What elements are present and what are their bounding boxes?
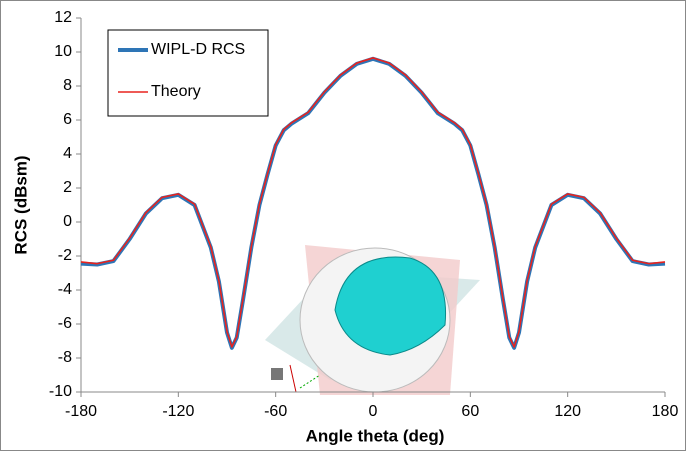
y-tick-label: -10 xyxy=(49,383,72,400)
y-tick-label: 0 xyxy=(63,213,72,230)
y-tick-label: 8 xyxy=(63,77,72,94)
y-axis-title: RCS (dBsm) xyxy=(11,155,30,254)
x-tick-label: -60 xyxy=(264,403,287,420)
legend-box xyxy=(107,29,269,117)
x-tick-label: -120 xyxy=(162,403,194,420)
x-tick-label: 180 xyxy=(652,403,679,420)
y-tick-label: -8 xyxy=(58,349,72,366)
x-tick-label: 120 xyxy=(554,403,581,420)
x-tick-label: -180 xyxy=(65,403,97,420)
inset-image xyxy=(265,245,480,395)
legend-label: Theory xyxy=(151,83,201,100)
y-tick-label: 12 xyxy=(54,9,72,26)
y-tick-label: -4 xyxy=(58,281,72,298)
x-axis-title: Angle theta (deg) xyxy=(306,426,445,445)
y-tick-label: 10 xyxy=(54,43,72,60)
y-tick-label: -2 xyxy=(58,247,72,264)
y-tick-label: 4 xyxy=(63,145,72,162)
y-tick-label: -6 xyxy=(58,315,72,332)
y-tick-label: 2 xyxy=(63,179,72,196)
legend-label: WIPL-D RCS xyxy=(151,41,245,58)
x-tick-label: 0 xyxy=(369,403,378,420)
y-tick-label: 6 xyxy=(63,111,72,128)
series-line xyxy=(80,57,666,348)
x-tick-label: 60 xyxy=(461,403,479,420)
legend: WIPL-D RCS Theory xyxy=(107,29,269,117)
